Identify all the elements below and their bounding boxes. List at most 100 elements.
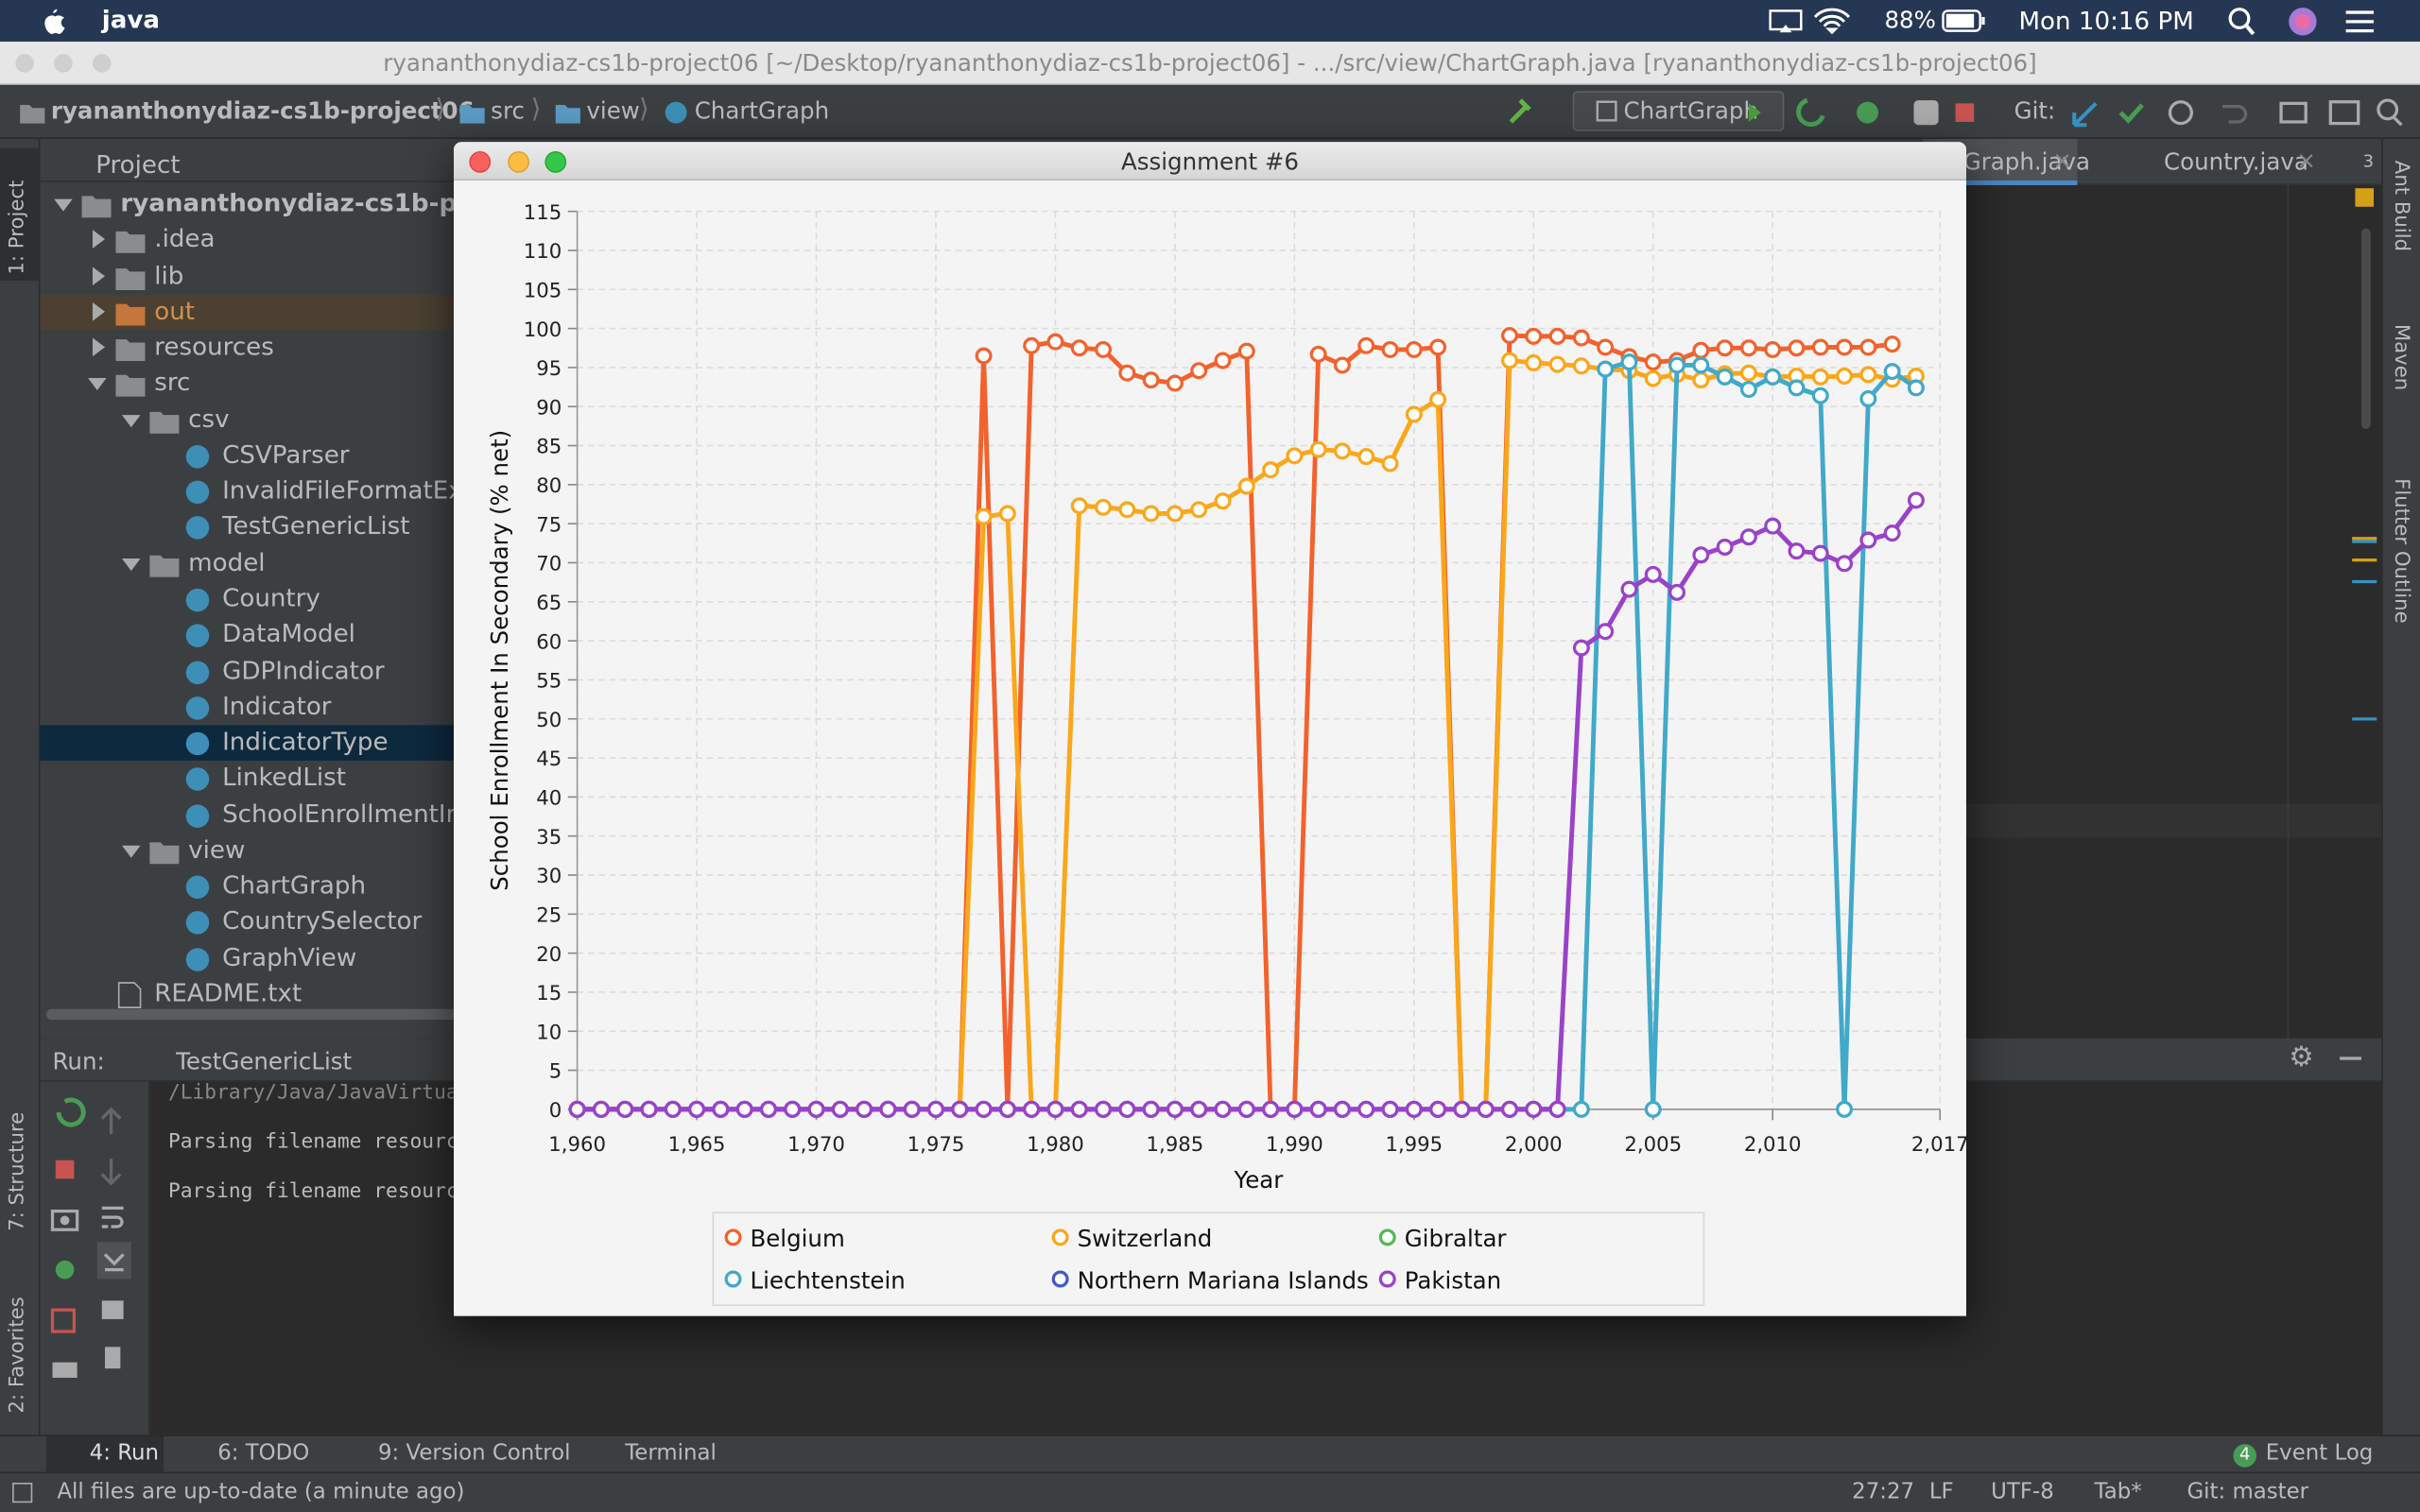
tool-window-tab[interactable]: 6: TODO	[217, 1440, 310, 1467]
legend-symbol	[724, 1270, 742, 1288]
clock[interactable]: Mon 10:16 PM	[2018, 6, 2194, 36]
tree-item[interactable]: Country	[222, 583, 320, 613]
disclosure-arrow[interactable]	[88, 378, 107, 391]
y-axis-label: School Enrollment In Secondary (% net)	[486, 430, 513, 891]
disclosure-arrow[interactable]	[92, 266, 106, 285]
tool-tab[interactable]: Maven	[2389, 323, 2412, 391]
data-point	[1836, 1100, 1854, 1118]
tree-item[interactable]: resources	[154, 332, 274, 362]
tree-item[interactable]: IndicatorType	[222, 727, 389, 757]
editor-tab-label[interactable]: Graph.java	[1962, 147, 2090, 177]
tool-window-tab[interactable]: 4: Run	[89, 1440, 160, 1467]
window-buttons[interactable]	[12, 51, 120, 76]
tree-item[interactable]: LinkedList	[222, 763, 346, 793]
tree-icon	[92, 301, 146, 326]
data-point	[1692, 356, 1710, 374]
tree-item[interactable]: GraphView	[222, 941, 357, 972]
editor-tab-label[interactable]: Country.java	[2163, 147, 2308, 177]
data-point	[1190, 362, 1208, 380]
tree-item[interactable]: SchoolEnrollmentInd	[222, 799, 477, 829]
status-item[interactable]: UTF-8	[1991, 1479, 2054, 1504]
traffic-lights[interactable]	[466, 149, 574, 174]
run-toolbar-icons[interactable]	[49, 1094, 145, 1418]
tree-item[interactable]: CSVParser	[222, 439, 350, 470]
breadcrumb[interactable]: src	[491, 96, 525, 126]
tool-tab[interactable]: Ant Build	[2389, 160, 2412, 252]
tool-window-tab[interactable]: Terminal	[625, 1440, 717, 1467]
tree-item[interactable]: TestGenericList	[222, 511, 410, 541]
data-point	[1716, 538, 1734, 556]
tool-tab[interactable]: 2: Favorites	[6, 1297, 30, 1414]
tree-item[interactable]: DataModel	[222, 619, 355, 649]
scrollbar-thumb[interactable]	[45, 1008, 494, 1021]
folder-icon	[149, 842, 180, 865]
tool-window-tab[interactable]: 9: Version Control	[377, 1440, 571, 1467]
legend-symbol	[1378, 1228, 1396, 1246]
tool-tab[interactable]: 7: Structure	[6, 1111, 30, 1231]
editor-scrollbar[interactable]	[2360, 228, 2371, 429]
tab-close[interactable]: ×	[2052, 146, 2072, 175]
disclosure-arrow[interactable]	[92, 230, 106, 249]
disclosure-arrow[interactable]	[54, 198, 73, 212]
disclosure-arrow[interactable]	[121, 845, 141, 858]
tool-tab[interactable]: Flutter Outline	[2389, 478, 2412, 624]
class-icon	[185, 875, 210, 900]
data-point	[1309, 345, 1327, 363]
status-item[interactable]: Git: master	[2187, 1479, 2309, 1504]
tree-item[interactable]: src	[154, 368, 191, 398]
tree-item[interactable]: .idea	[154, 224, 216, 254]
data-point	[1262, 1100, 1280, 1118]
tree-item[interactable]: model	[188, 547, 266, 577]
apple-icon[interactable]	[37, 5, 68, 36]
file-icon	[117, 982, 142, 1008]
settings-icon[interactable]: ⚙	[2289, 1041, 2314, 1074]
status-item[interactable]: Tab*	[2094, 1479, 2142, 1504]
data-point	[1142, 1100, 1160, 1118]
breadcrumb[interactable]: ChartGraph	[694, 96, 830, 126]
tab-count[interactable]: 3	[2362, 151, 2375, 172]
breadcrumb[interactable]: ryananthonydiaz-cs1b-project06	[50, 96, 475, 126]
tree-item[interactable]: GDPIndicator	[222, 655, 385, 685]
run-config[interactable]: ChartGraph	[1623, 96, 1758, 126]
status-toggle[interactable]	[12, 1482, 33, 1503]
menu-extras[interactable]	[2222, 5, 2393, 39]
y-tick-label: 5	[549, 1060, 562, 1084]
tree-item[interactable]: csv	[188, 404, 230, 434]
data-point	[1644, 1100, 1662, 1118]
project-header-title[interactable]: Project	[95, 149, 181, 180]
run-tab[interactable]: TestGenericList	[176, 1047, 353, 1075]
data-point	[807, 1100, 825, 1118]
status-item[interactable]: LF	[1928, 1479, 1954, 1504]
tree-item[interactable]: out	[154, 296, 196, 326]
toolbar-icons[interactable]	[1505, 94, 2014, 131]
tree-item[interactable]: README.txt	[154, 978, 302, 1008]
tab-close[interactable]: ×	[2296, 146, 2316, 175]
data-point	[1620, 580, 1638, 598]
y-tick-label: 95	[536, 357, 562, 381]
tree-item[interactable]: ryananthonydiaz-cs1b-proje	[120, 188, 511, 218]
tool-tab[interactable]: 1: Project	[6, 180, 30, 275]
breadcrumb[interactable]: view	[586, 96, 640, 126]
event-log[interactable]: Event Log	[2265, 1440, 2374, 1467]
disclosure-arrow[interactable]	[121, 414, 141, 427]
data-point	[975, 1100, 993, 1118]
disclosure-arrow[interactable]	[92, 337, 106, 357]
tree-item[interactable]: lib	[154, 260, 184, 290]
tree-item[interactable]: view	[188, 834, 246, 865]
disclosure-arrow[interactable]	[92, 301, 106, 321]
status-item[interactable]: 27:27	[1852, 1479, 1915, 1504]
tree-item[interactable]: ChartGraph	[222, 870, 367, 901]
tree-item[interactable]: Indicator	[222, 691, 332, 721]
app-name[interactable]: java	[101, 4, 161, 34]
vcs-icons[interactable]	[2068, 94, 2415, 131]
disclosure-arrow[interactable]	[121, 558, 141, 571]
battery-percent[interactable]: 88%	[1884, 6, 1936, 34]
minimize-icon[interactable]	[2340, 1057, 2361, 1060]
data-point	[1142, 505, 1160, 523]
battery-icon[interactable]	[1942, 8, 1988, 35]
active-tool-tab	[0, 147, 41, 282]
status-icons[interactable]	[1767, 7, 1937, 38]
y-tick-label: 30	[536, 865, 562, 888]
tree-item[interactable]: InvalidFileFormatExc	[222, 475, 476, 506]
tree-item[interactable]: CountrySelector	[222, 906, 423, 936]
